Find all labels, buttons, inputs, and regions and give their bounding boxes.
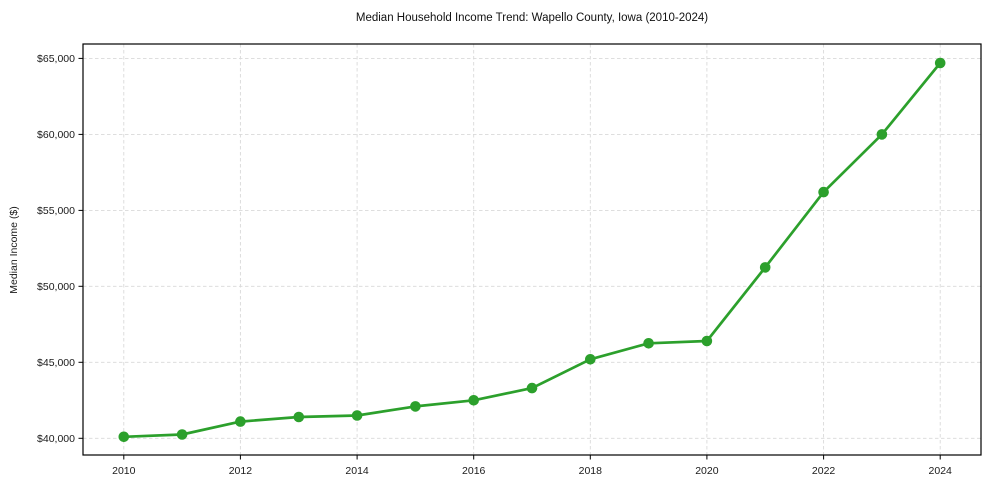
- y-tick-label: $50,000: [37, 281, 75, 293]
- data-point-2016: [468, 395, 480, 406]
- x-tick-label: 2014: [345, 465, 369, 477]
- x-tick-label: 2024: [929, 465, 953, 477]
- x-tick-label: 2018: [579, 465, 603, 477]
- data-point-2011: [176, 429, 188, 440]
- data-point-2017: [526, 382, 538, 394]
- x-tick-label: 2010: [112, 465, 136, 477]
- x-tick-label: 2022: [812, 465, 836, 477]
- data-point-2024: [934, 57, 946, 69]
- grid-layer: [83, 44, 981, 455]
- data-point-2021: [759, 262, 771, 273]
- data-point-2014: [351, 410, 363, 421]
- data-point-2022: [818, 186, 829, 198]
- plot-border: [82, 43, 982, 456]
- data-point-2015: [410, 401, 421, 412]
- chart-title: Median Household Income Trend: Wapello C…: [356, 12, 708, 24]
- data-point-2012: [235, 416, 246, 427]
- series-layer: [118, 57, 946, 443]
- x-tick-label: 2012: [229, 465, 253, 477]
- y-tick-label: $55,000: [37, 205, 75, 217]
- data-point-2020: [701, 335, 713, 347]
- y-tick-label: $45,000: [37, 357, 75, 369]
- data-point-2013: [293, 411, 305, 423]
- y-tick-label: $65,000: [37, 53, 75, 65]
- data-point-2010: [118, 431, 130, 443]
- axes-layer: $40,000 $45,000 $50,000 $55,000 $60,000 $65,0…: [37, 43, 982, 477]
- y-tick-label: $60,000: [37, 129, 75, 141]
- x-tick-label: 2020: [695, 465, 719, 477]
- y-axis-label: Median Income ($): [8, 206, 20, 294]
- data-point-2019: [643, 338, 654, 349]
- data-point-2018: [585, 354, 596, 365]
- trend-line: [122, 61, 942, 439]
- y-tick-label: $40,000: [37, 433, 75, 445]
- data-point-2023: [876, 129, 888, 140]
- x-tick-label: 2016: [462, 465, 486, 477]
